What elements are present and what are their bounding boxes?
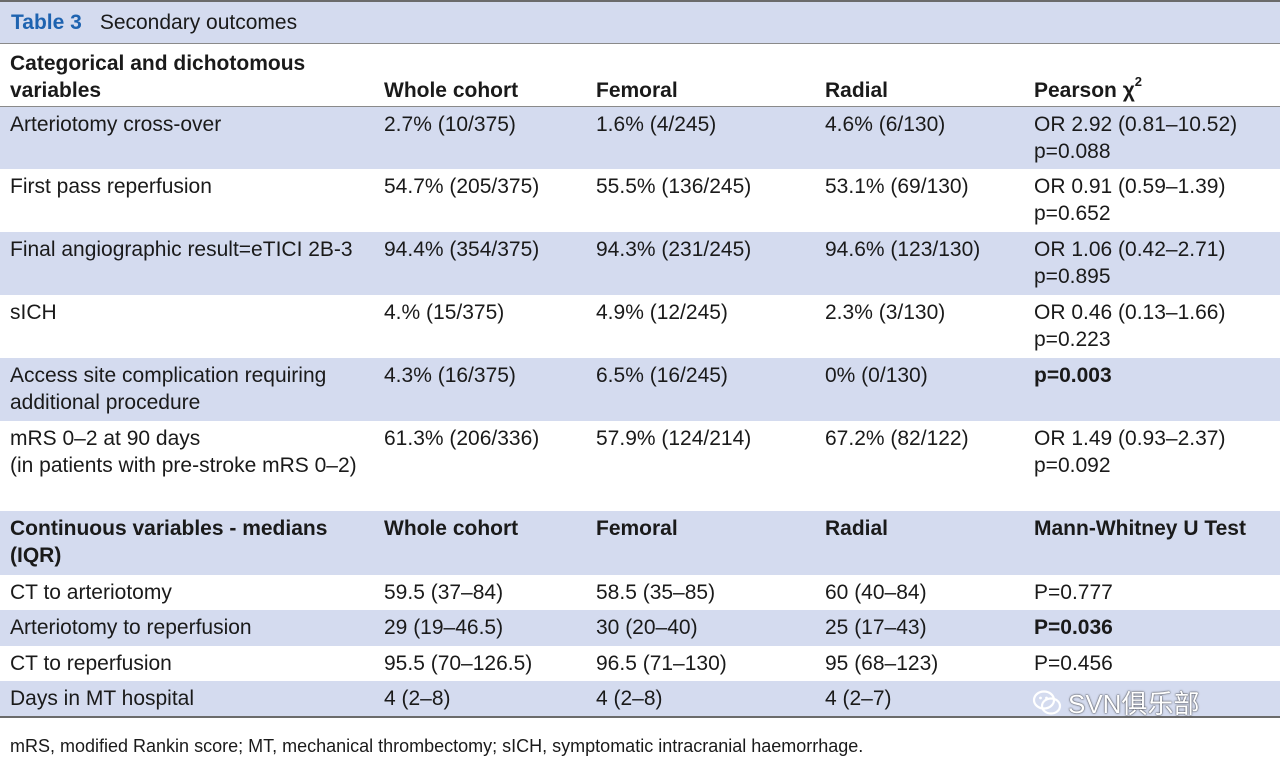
row-label: Access site complication requiring addit… (0, 358, 374, 421)
cell-femoral: 1.6% (4/245) (586, 106, 815, 169)
cell-radial: 0% (0/130) (815, 358, 1024, 421)
header-femoral: Femoral (586, 44, 815, 107)
cell-radial: 25 (17–43) (815, 610, 1024, 646)
row-label: Arteriotomy cross-over (0, 106, 374, 169)
cell-radial: 94.6% (123/130) (815, 232, 1024, 295)
cell-femoral: 57.9% (124/214) (596, 427, 752, 450)
row-label: mRS 0–2 at 90 days (in patients with pre-… (10, 427, 357, 477)
header-whole-cohort: Whole cohort (374, 44, 586, 107)
table-row: Access site complication requiring addit… (0, 358, 1280, 421)
continuous-header-row: Continuous variables - medians (IQR) Who… (0, 511, 1280, 575)
table-number: Table 3 (11, 10, 82, 34)
header-continuous-variables: Continuous variables - medians (IQR) (0, 511, 374, 575)
watermark-text: SVN俱乐部 (1068, 689, 1200, 719)
row-label: CT to reperfusion (10, 652, 172, 675)
cell-statistic: OR 1.06 (0.42–2.71) p=0.895 (1024, 232, 1280, 295)
row-label: Days in MT hospital (0, 681, 374, 718)
table-row: Arteriotomy cross-over 2.7% (10/375) 1.6… (0, 106, 1280, 169)
cell-whole-cohort: 4 (2–8) (374, 681, 586, 718)
row-label: Final angiographic result=eTICI 2B-3 (0, 232, 374, 295)
cell-radial: 2.3% (3/130) (825, 301, 946, 324)
cell-radial: 4.6% (6/130) (815, 106, 1024, 169)
header-whole-cohort: Whole cohort (374, 511, 586, 575)
row-label: sICH (10, 301, 57, 324)
table-row: Days in MT hospital 4 (2–8) 4 (2–8) 4 (2… (0, 681, 1280, 718)
cell-radial: 53.1% (69/130) (825, 175, 969, 198)
row-label: CT to arteriotomy (10, 581, 172, 604)
cell-statistic: OR 2.92 (0.81–10.52) p=0.088 (1024, 106, 1280, 169)
cell-whole-cohort: 54.7% (205/375) (384, 175, 540, 198)
cell-statistic: OR 0.46 (0.13–1.66) p=0.223 (1034, 301, 1226, 351)
cell-statistic (1024, 681, 1280, 718)
cell-femoral: 6.5% (16/245) (586, 358, 815, 421)
cell-femoral: 30 (20–40) (586, 610, 815, 646)
cell-whole-cohort: 29 (19–46.5) (374, 610, 586, 646)
cell-statistic: OR 1.49 (0.93–2.37) p=0.092 (1034, 427, 1226, 477)
cell-femoral: 4 (2–8) (586, 681, 815, 718)
cell-whole-cohort: 94.4% (354/375) (374, 232, 586, 295)
header-mann-whitney: Mann-Whitney U Test (1024, 511, 1280, 575)
row-label: Arteriotomy to reperfusion (0, 610, 374, 646)
table-row: CT to arteriotomy 59.5 (37–84) 58.5 (35–… (0, 575, 1280, 610)
cell-radial: 67.2% (82/122) (825, 427, 969, 450)
cell-radial: 95 (68–123) (825, 652, 939, 675)
cell-statistic: P=0.777 (1034, 581, 1113, 604)
header-categorical-variables: Categorical and dichotomous variables (0, 44, 374, 107)
cell-radial: 4 (2–7) (815, 681, 1024, 718)
cell-statistic: P=0.036 (1024, 610, 1280, 646)
secondary-outcomes-table: Categorical and dichotomous variables Wh… (0, 44, 1280, 718)
row-label: First pass reperfusion (10, 175, 212, 198)
watermark: SVN俱乐部 (1032, 684, 1199, 721)
table-row: CT to reperfusion 95.5 (70–126.5) 96.5 (… (0, 646, 1280, 681)
cell-femoral: 58.5 (35–85) (596, 581, 716, 604)
cell-whole-cohort: 2.7% (10/375) (374, 106, 586, 169)
table-row: mRS 0–2 at 90 days (in patients with pre-… (0, 421, 1280, 511)
cell-femoral: 96.5 (71–130) (596, 652, 727, 675)
header-femoral: Femoral (586, 511, 815, 575)
header-pearson-chi2: Pearson χ2 (1024, 44, 1280, 107)
header-radial: Radial (815, 44, 1024, 107)
cell-femoral: 4.9% (12/245) (596, 301, 728, 324)
cell-statistic: P=0.456 (1034, 652, 1113, 675)
cell-femoral: 94.3% (231/245) (586, 232, 815, 295)
table-row: Arteriotomy to reperfusion 29 (19–46.5) … (0, 610, 1280, 646)
cell-whole-cohort: 4.3% (16/375) (374, 358, 586, 421)
table-row: sICH 4.% (15/375) 4.9% (12/245) 2.3% (3/… (0, 295, 1280, 358)
categorical-header-row: Categorical and dichotomous variables Wh… (0, 44, 1280, 107)
table-title: Secondary outcomes (99, 10, 298, 34)
cell-statistic: p=0.003 (1024, 358, 1280, 421)
cell-statistic: OR 0.91 (0.59–1.39) p=0.652 (1034, 175, 1226, 225)
table-row: First pass reperfusion 54.7% (205/375) 5… (0, 169, 1280, 232)
cell-whole-cohort: 95.5 (70–126.5) (384, 652, 533, 675)
table-caption: Table 3 Secondary outcomes (0, 0, 1280, 44)
cell-whole-cohort: 61.3% (206/336) (384, 427, 540, 450)
table-footnote: mRS, modified Rankin score; MT, mechanic… (10, 736, 864, 756)
cell-whole-cohort: 4.% (15/375) (384, 301, 505, 324)
cell-whole-cohort: 59.5 (37–84) (384, 581, 504, 604)
header-radial: Radial (815, 511, 1024, 575)
cell-femoral: 55.5% (136/245) (596, 175, 752, 198)
wechat-icon (1032, 689, 1062, 715)
cell-radial: 60 (40–84) (825, 581, 927, 604)
table-row: Final angiographic result=eTICI 2B-3 94.… (0, 232, 1280, 295)
